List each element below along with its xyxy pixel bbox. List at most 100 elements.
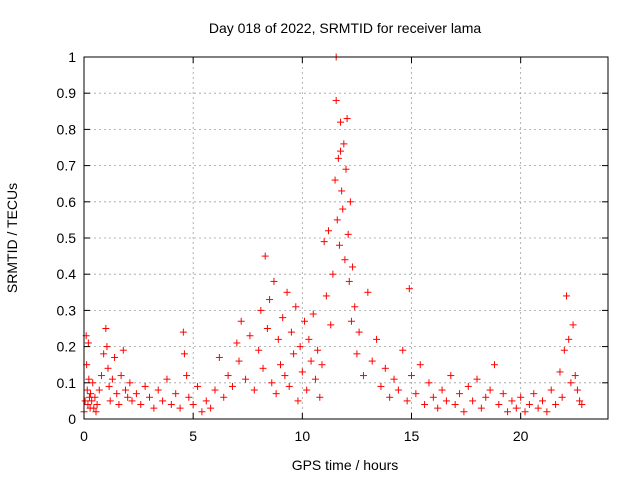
- data-point: [327, 321, 335, 329]
- data-point: [97, 372, 105, 380]
- data-point: [578, 401, 586, 409]
- data-point: [563, 292, 571, 300]
- data-point: [543, 408, 551, 416]
- data-point: [399, 346, 407, 354]
- data-point: [261, 252, 269, 260]
- data-point: [329, 270, 337, 278]
- data-point: [569, 321, 577, 329]
- data-point: [305, 335, 313, 343]
- data-point: [335, 241, 343, 249]
- y-tick-label: 0.2: [57, 339, 77, 355]
- x-tick-label: 15: [404, 428, 420, 444]
- data-point: [394, 386, 402, 394]
- data-point: [183, 372, 191, 380]
- data-point: [373, 335, 381, 343]
- data-point: [257, 306, 265, 314]
- data-point: [279, 314, 287, 322]
- data-point: [159, 397, 167, 405]
- data-point: [111, 353, 119, 361]
- data-point: [90, 404, 98, 412]
- y-tick-label: 0.5: [57, 230, 77, 246]
- data-point: [381, 364, 389, 372]
- data-point: [337, 118, 345, 126]
- data-point: [141, 382, 149, 390]
- chart-title: Day 018 of 2022, SRMTID for receiver lam…: [209, 20, 482, 36]
- data-point: [364, 288, 372, 296]
- data-point: [103, 343, 111, 351]
- data-point: [504, 408, 512, 416]
- data-point: [113, 390, 121, 398]
- data-point: [333, 216, 341, 224]
- data-point: [341, 256, 349, 264]
- data-point: [303, 386, 311, 394]
- data-point: [163, 375, 171, 383]
- data-point: [560, 346, 568, 354]
- data-point: [250, 386, 258, 394]
- data-point: [202, 397, 210, 405]
- data-point: [499, 390, 507, 398]
- data-point: [464, 382, 472, 390]
- data-point: [534, 404, 542, 412]
- data-point: [290, 350, 298, 358]
- y-axis-label: SRMTID / TECUs: [4, 183, 20, 293]
- data-point: [377, 382, 385, 390]
- data-point: [412, 390, 420, 398]
- data-point: [539, 397, 546, 405]
- data-point: [146, 393, 153, 401]
- data-point: [337, 147, 345, 155]
- data-point: [558, 393, 566, 401]
- data-point: [338, 187, 346, 195]
- data-point: [263, 325, 271, 332]
- data-point: [316, 393, 324, 401]
- data-point: [429, 393, 437, 401]
- data-point: [342, 165, 350, 173]
- data-point: [334, 154, 342, 162]
- data-point: [83, 386, 91, 394]
- data-point: [179, 328, 187, 336]
- data-point: [311, 375, 319, 383]
- data-point: [81, 397, 89, 405]
- data-point: [425, 379, 433, 387]
- data-point: [84, 339, 92, 347]
- data-point: [434, 404, 442, 412]
- data-point: [255, 346, 263, 354]
- data-point: [268, 379, 276, 387]
- data-point: [567, 379, 575, 387]
- data-point: [150, 404, 158, 412]
- x-axis-label: GPS time / hours: [292, 457, 399, 473]
- y-tick-label: 0.3: [57, 302, 77, 318]
- data-point: [211, 386, 219, 394]
- data-point: [154, 386, 162, 394]
- data-point: [347, 317, 355, 325]
- data-point: [91, 393, 99, 401]
- data-point: [344, 230, 352, 238]
- data-point: [167, 401, 175, 409]
- x-tick-label: 10: [295, 428, 311, 444]
- data-point: [137, 401, 145, 409]
- data-point: [368, 357, 376, 365]
- data-point: [490, 361, 498, 369]
- data-point: [124, 393, 132, 401]
- data-point: [194, 382, 202, 390]
- data-point: [235, 357, 243, 365]
- tick-labels: 00.10.20.30.40.50.60.70.80.910 5 10 15 20: [57, 49, 529, 444]
- data-point: [556, 368, 564, 376]
- data-point: [482, 393, 490, 401]
- data-point: [469, 397, 477, 405]
- data-point: [296, 343, 304, 351]
- data-point: [307, 357, 315, 365]
- data-point: [287, 328, 295, 336]
- data-point: [185, 393, 193, 401]
- data-point: [386, 393, 394, 401]
- data-point: [325, 227, 333, 235]
- data-point: [172, 390, 180, 398]
- data-point: [176, 404, 184, 412]
- data-point: [274, 335, 282, 343]
- data-point: [88, 397, 96, 405]
- y-tick-label: 0.7: [57, 158, 77, 174]
- data-point: [132, 390, 140, 398]
- data-point: [93, 401, 101, 409]
- data-point: [102, 325, 110, 332]
- data-point: [331, 176, 339, 184]
